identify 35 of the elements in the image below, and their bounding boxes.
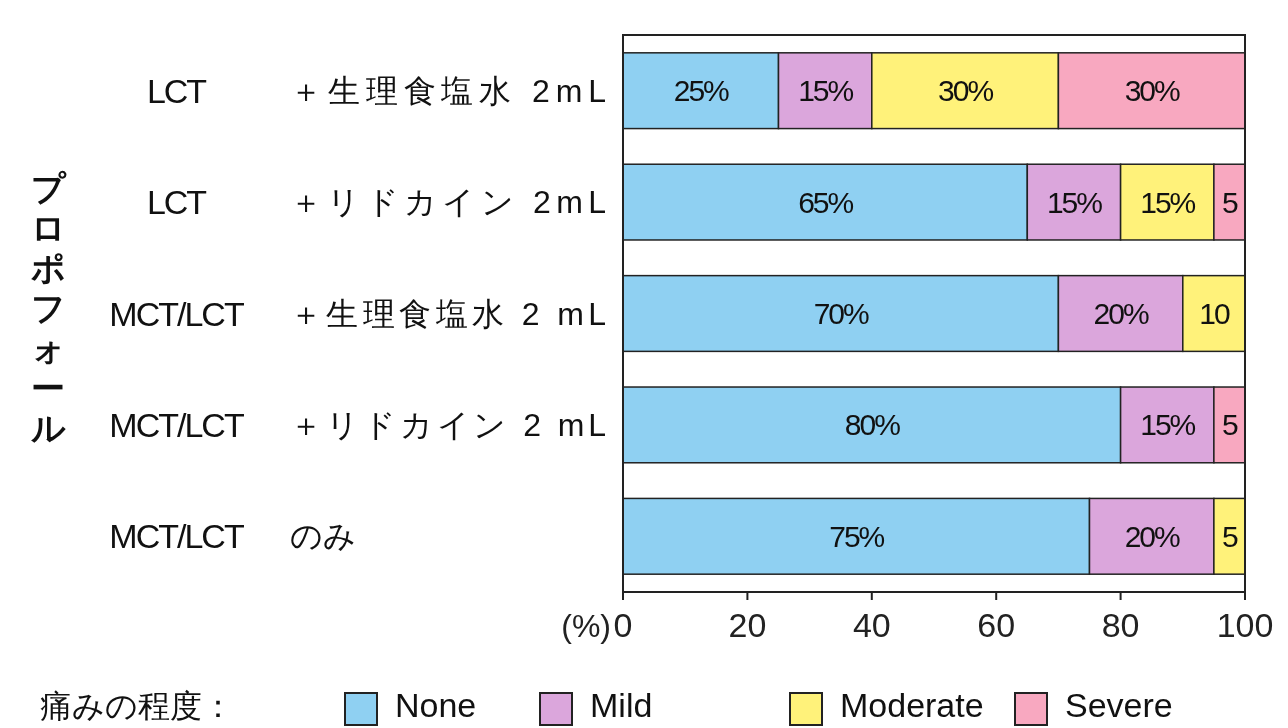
data-label: 15% [1140, 185, 1196, 219]
data-label: 30% [1124, 74, 1181, 108]
category-label: LCT ＋リドカイン 2mL [146, 183, 606, 222]
category-label: MCT/LCT ＋リドカイン 2 mL [109, 405, 606, 444]
category-label: MCT/LCT ＋生理食塩水 2 mL [109, 294, 606, 333]
data-label: 5 [1222, 519, 1239, 553]
x-tick-label: 40 [852, 606, 891, 644]
category-label: MCT/LCT のみ [109, 517, 356, 556]
data-label: 15% [1140, 408, 1196, 442]
data-label: 80% [844, 408, 901, 442]
legend-label: Severe [1065, 686, 1173, 724]
x-tick-label: 80 [1101, 606, 1140, 644]
x-tick-label: 0 [613, 606, 633, 644]
data-label: 70% [813, 297, 870, 330]
data-label: 25% [673, 74, 730, 108]
data-label: 20% [1124, 519, 1181, 553]
data-label: 10 [1199, 297, 1230, 330]
data-label: 20% [1093, 297, 1149, 330]
x-axis-title: (%) [561, 608, 611, 644]
x-tick-label: 60 [977, 606, 1016, 644]
legend-label: None [395, 686, 477, 724]
data-label: 15% [798, 74, 854, 108]
data-label: 75% [829, 519, 885, 553]
data-label: 5 [1222, 408, 1239, 442]
x-tick-label: 20 [728, 606, 767, 644]
text: プロポフォール [29, 169, 67, 447]
data-label: 65% [798, 185, 854, 219]
data-label: 30% [938, 74, 994, 108]
x-tick-label: 100 [1216, 606, 1274, 644]
category-label: LCT ＋生理食塩水 2mL [146, 71, 606, 110]
data-label: 15% [1046, 185, 1103, 219]
legend-title: 痛みの程度： [40, 688, 234, 724]
legend-label: Mild [590, 686, 653, 724]
data-label: 5 [1222, 185, 1239, 219]
legend-label: Moderate [840, 686, 984, 724]
